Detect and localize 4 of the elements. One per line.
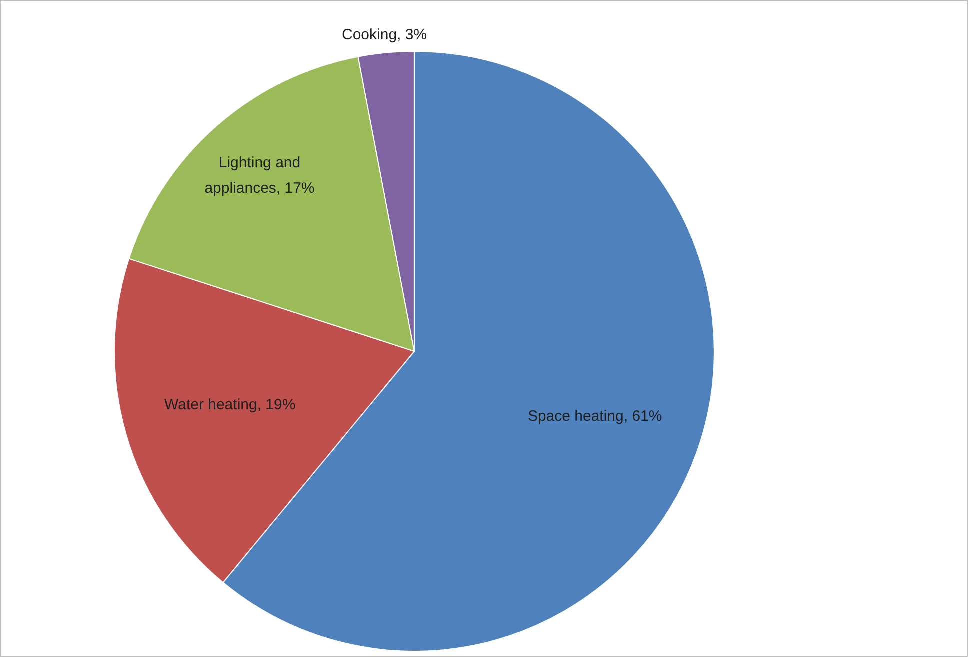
slice-label: Cooking, 3% [342,26,428,44]
slice-label: Space heating, 61% [528,408,662,426]
slice-label: Water heating, 19% [164,396,296,414]
slice-label: Lighting and appliances, 17% [204,154,315,198]
